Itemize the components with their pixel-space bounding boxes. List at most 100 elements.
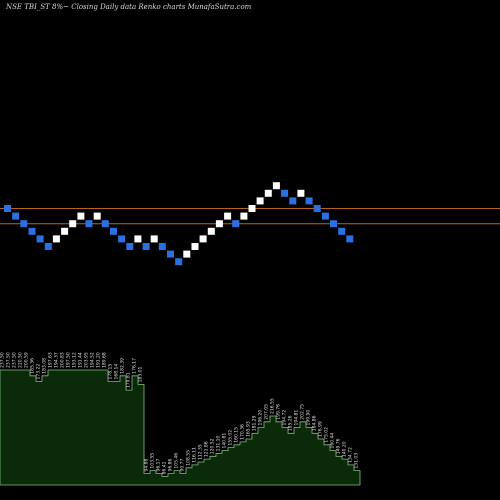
column-label: 182.39 — [120, 358, 126, 374]
column-label: 185.36 — [30, 358, 36, 374]
column-label: 194.37 — [54, 352, 60, 368]
column-label: 237.50 — [0, 352, 6, 368]
renko-brick-down — [175, 258, 183, 266]
renko-brick-down — [305, 197, 313, 205]
renko-brick-down — [232, 220, 240, 228]
column-label: 199.90 — [306, 410, 312, 426]
renko-brick-down — [346, 235, 354, 243]
column-label: 237.50 — [12, 352, 18, 368]
renko-brick-up — [150, 235, 158, 243]
renko-brick-down — [101, 220, 109, 228]
column-label: 94.88 — [144, 458, 150, 471]
column-label: 120.52 — [210, 438, 216, 454]
column-label: 194.52 — [90, 352, 96, 368]
column-label: 105.46 — [174, 453, 180, 469]
column-label: 160.44 — [330, 433, 336, 449]
column-label: 140.81 — [222, 433, 228, 449]
column-label: 96.86 — [168, 458, 174, 471]
renko-brick-down — [110, 227, 117, 235]
chart-title: NSE TBI_ST 8%~ Closing Daily data Renko … — [6, 3, 252, 11]
renko-brick-up — [191, 243, 199, 250]
renko-brick-up — [134, 235, 142, 243]
column-label: 197.63 — [48, 352, 54, 368]
column-label: 194.81 — [294, 410, 300, 426]
column-label: 191.20 — [96, 352, 102, 368]
column-label: 194.72 — [282, 410, 288, 426]
volume-labels: 237.50 237.50 237.50 220.50 200.59 185.36 173.… — [0, 352, 360, 474]
renko-brick-up — [93, 212, 101, 220]
renko-brick-up — [207, 227, 215, 235]
renko-brick-up — [272, 182, 280, 190]
column-label: 149.76 — [336, 438, 342, 454]
column-label: 103.55 — [150, 453, 156, 469]
column-label: 191.44 — [78, 352, 84, 368]
column-label: 181.29 — [252, 415, 258, 431]
column-label: 121.86 — [204, 441, 210, 457]
column-label: 131.03 — [354, 453, 360, 469]
renko-brick-up — [77, 212, 85, 220]
column-label: 134.72 — [348, 447, 354, 463]
renko-brick-down — [36, 235, 44, 243]
column-label: 178.15 — [108, 364, 114, 380]
column-label: 207.05 — [264, 404, 270, 420]
column-label: 200.59 — [24, 352, 30, 368]
column-label: 96.17 — [156, 458, 162, 471]
column-label: 185.26 — [288, 415, 294, 431]
volume-area — [0, 369, 361, 486]
column-label: 200.83 — [60, 352, 66, 368]
renko-brick-up — [69, 220, 77, 228]
renko-brick-down — [44, 243, 52, 250]
renko-brick-down — [4, 205, 11, 212]
volume-panel — [0, 369, 361, 486]
column-label: 176.17 — [132, 358, 138, 374]
renko-bricks — [4, 182, 354, 266]
column-label: 170.36 — [240, 424, 246, 440]
renko-brick-down — [12, 212, 20, 220]
renko-brick-up — [52, 235, 60, 243]
column-label: 175.02 — [324, 427, 330, 443]
renko-brick-up — [183, 250, 191, 258]
column-label: 220.50 — [18, 352, 24, 368]
renko-brick-down — [313, 205, 321, 212]
renko-brick-down — [281, 189, 289, 197]
column-label: 202.75 — [300, 404, 306, 420]
column-label: 196.20 — [258, 410, 264, 426]
column-label: 155.02 — [228, 430, 234, 446]
column-label: 189.68 — [102, 352, 108, 368]
column-label: 168.14 — [114, 364, 120, 380]
column-label: 237.50 — [6, 352, 12, 368]
column-label: 160.15 — [234, 427, 240, 443]
column-label: 173.22 — [36, 364, 42, 380]
column-label: 193.12 — [72, 352, 78, 368]
renko-brick-up — [199, 235, 207, 243]
column-label: 116.11 — [192, 447, 198, 463]
renko-brick-up — [215, 220, 223, 228]
column-label: 197.50 — [66, 352, 72, 368]
renko-brick-up — [256, 197, 264, 205]
renko-brick-down — [338, 227, 346, 235]
column-label: 203.95 — [84, 352, 90, 368]
renko-brick-down — [118, 235, 126, 243]
column-label: 86.41 — [162, 461, 168, 474]
column-label: 112.35 — [198, 444, 204, 460]
column-label: 183.08 — [42, 358, 48, 374]
renko-brick-down — [85, 220, 93, 228]
column-label: 184.86 — [312, 415, 318, 431]
column-label: 216.55 — [270, 398, 276, 414]
renko-brick-down — [330, 220, 337, 228]
column-label: 199.76 — [276, 404, 282, 420]
renko-brick-up — [264, 189, 272, 197]
column-label: 165.93 — [246, 421, 252, 437]
column-label: 176.99 — [318, 421, 324, 437]
renko-brick-up — [297, 189, 305, 197]
renko-brick-down — [289, 197, 297, 205]
renko-brick-up — [61, 227, 69, 235]
renko-brick-up — [248, 205, 256, 212]
column-label: 183.01 — [138, 366, 144, 382]
column-label: 179.81 — [126, 372, 132, 388]
column-label: 140.20 — [342, 441, 348, 457]
renko-brick-down — [321, 212, 329, 220]
renko-brick-down — [28, 227, 36, 235]
renko-brick-up — [240, 212, 248, 220]
